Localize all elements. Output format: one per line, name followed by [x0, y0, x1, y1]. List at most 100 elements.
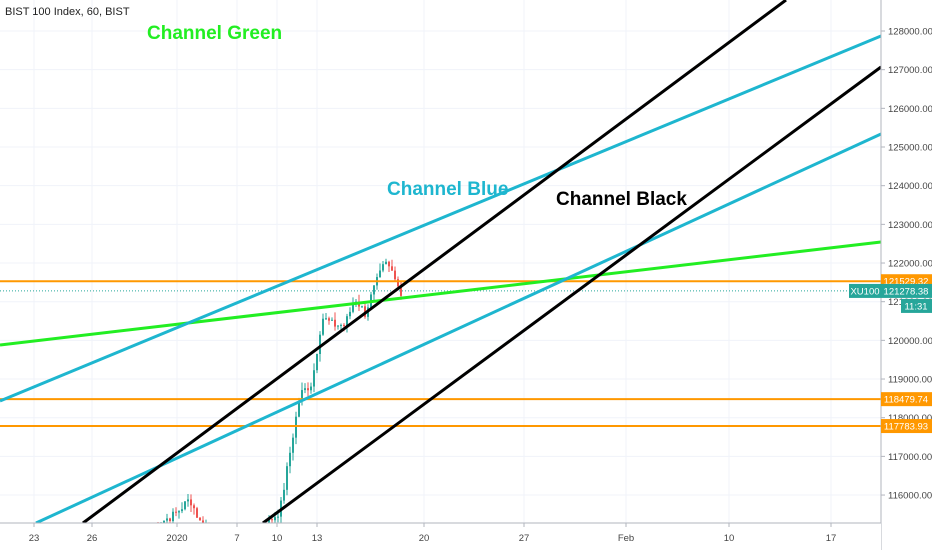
candle-body	[292, 437, 294, 453]
candle-body	[331, 319, 333, 321]
y-tick-label: 119000.00	[888, 375, 932, 386]
candle-body	[271, 519, 273, 521]
symbol-tag-label: XU100	[850, 286, 879, 297]
countdown-tag-label: 11:31	[904, 301, 927, 312]
current-price-tag	[881, 283, 932, 298]
channel-black-upper-line	[82, 0, 787, 525]
candle-body	[361, 306, 363, 308]
candle-body	[352, 303, 354, 312]
channel-green-line	[0, 240, 882, 347]
candle-body	[199, 517, 201, 521]
candle-body	[184, 501, 186, 510]
candle-body	[400, 286, 402, 296]
x-tick-label: 10	[724, 533, 735, 544]
y-tick-label: 127000.00	[888, 65, 932, 76]
x-tick-label: 13	[312, 533, 323, 544]
y-tick-label: 125000.00	[888, 143, 932, 154]
candle-body	[316, 353, 318, 371]
horizontal-levels	[0, 280, 881, 428]
candle-body	[379, 270, 381, 278]
candle-body	[274, 517, 276, 521]
level-price-tag-label: 121529.32	[884, 277, 929, 288]
candle-body	[187, 499, 189, 502]
candle-body	[163, 520, 165, 525]
chart-grid	[0, 0, 881, 523]
candle-body	[178, 511, 180, 513]
y-tick-label: 118000.00	[888, 413, 932, 424]
channel-blue-upper-line	[0, 34, 882, 403]
x-tick-label: 27	[519, 533, 530, 544]
candle-body	[385, 261, 387, 265]
candle-body	[343, 324, 345, 326]
candle-body	[373, 285, 375, 295]
candle-body	[346, 316, 348, 326]
x-tick-label: 20	[419, 533, 430, 544]
y-tick-label: 116000.00	[888, 491, 932, 502]
x-tick-label: 26	[87, 533, 98, 544]
candle-body	[193, 505, 195, 509]
level-price-tag-label: 118479.74	[884, 395, 928, 406]
candle-body	[325, 318, 327, 320]
candle-body	[277, 516, 279, 518]
candle-body	[394, 270, 396, 280]
candle-body	[313, 370, 315, 387]
y-tick-label: 124000.00	[888, 181, 932, 192]
candle-body	[298, 401, 300, 417]
candle-body	[391, 266, 393, 271]
x-tick-label: 23	[29, 533, 40, 544]
candle-body	[181, 509, 183, 512]
candle-body	[175, 511, 177, 513]
channel-blue-lower-line	[35, 132, 882, 525]
time-axis-panel[interactable]	[0, 523, 881, 550]
x-tick-label: Feb	[618, 533, 634, 544]
candle-body	[286, 466, 288, 490]
countdown-tag	[901, 298, 932, 313]
x-tick-label: 17	[826, 533, 837, 544]
chart-title: BIST 100 Index, 60, BIST	[5, 6, 130, 18]
y-tick-label: 122000.00	[888, 259, 932, 270]
x-tick-label: 7	[234, 533, 239, 544]
candle-body	[166, 518, 168, 521]
level-price-tag	[881, 419, 932, 434]
x-tick-label: 10	[272, 533, 283, 544]
candle-body	[322, 318, 324, 335]
y-tick-label: 123000.00	[888, 220, 932, 231]
candle-body	[334, 319, 336, 327]
symbol-tag	[849, 283, 881, 298]
candle-body	[190, 499, 192, 506]
candle-body	[328, 318, 330, 321]
level-price-tag	[881, 392, 932, 407]
x-tick-label: 2020	[166, 533, 187, 544]
y-tick-label: 120000.00	[888, 336, 932, 347]
channel-black-label: Channel Black	[556, 189, 687, 210]
candle-body	[388, 261, 390, 267]
channel-blue-label: Channel Blue	[387, 179, 508, 200]
candle-body	[349, 311, 351, 317]
level-price-tag-label: 117783.93	[884, 422, 928, 433]
candle-body	[295, 416, 297, 438]
candle-body	[172, 511, 174, 522]
current-price-tag-label: 121278.38	[884, 286, 929, 297]
candle-body	[340, 324, 342, 326]
candle-body	[304, 388, 306, 391]
channel-black-lower-line	[262, 65, 882, 525]
y-tick-label: 128000.00	[888, 27, 932, 38]
candle-body	[301, 390, 303, 402]
candle-body	[283, 489, 285, 501]
candle-body	[196, 508, 198, 518]
candle-body	[382, 264, 384, 271]
candle-body	[337, 325, 339, 327]
price-tags: 121529.32 118479.74 117783.93 121278.38 11:3…	[849, 274, 932, 434]
candle-body	[397, 279, 399, 287]
candle-body	[289, 452, 291, 467]
time-axis: 23 26 2020 7 10 13 20 27 Feb 10 17	[29, 523, 837, 544]
y-tick-label: 117000.00	[888, 452, 932, 463]
candle-body	[319, 334, 321, 354]
y-tick-label: 126000.00	[888, 104, 932, 115]
trend-lines	[0, 0, 882, 525]
channel-green-label: Channel Green	[147, 23, 282, 44]
candle-body	[310, 386, 312, 391]
candle-body	[169, 518, 171, 522]
candle-body	[307, 388, 309, 391]
